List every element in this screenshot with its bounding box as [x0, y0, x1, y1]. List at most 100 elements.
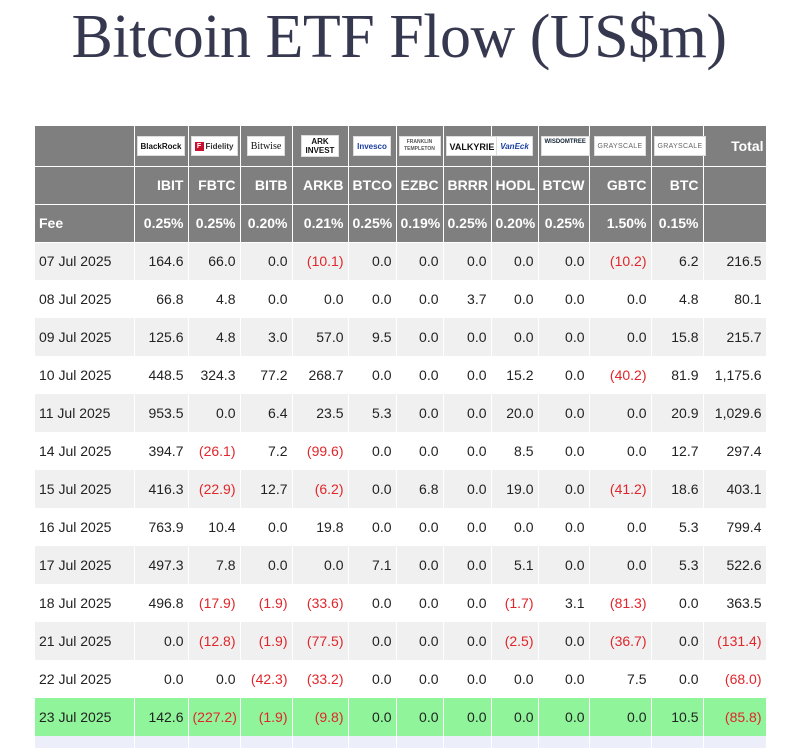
flow-cell: 0.0 — [443, 394, 492, 432]
flow-cell: 0.0 — [651, 584, 704, 622]
flow-cell: 0.0 — [396, 318, 444, 356]
vaneck-logo: VanEck — [496, 135, 533, 156]
fidelity-logo-text: Fidelity — [205, 141, 234, 151]
flow-cell: 0.0 — [443, 622, 492, 660]
flow-cell: 0.0 — [188, 660, 241, 698]
ticker-row: IBIT FBTC BITB ARKB BTCO EZBC BRRR HODL BTCW GBTC… — [35, 166, 767, 205]
flow-cell: 4.8 — [651, 280, 704, 318]
total-cell: 80.1 — [703, 280, 767, 318]
flow-cell: 416.3 — [134, 470, 189, 508]
partial-cell — [491, 736, 539, 748]
flow-cell: 0.0 — [396, 508, 444, 546]
table-row: 07 Jul 2025 164.6 66.0 0.0 (10.1) 0.0 0.0 0.0 0.… — [35, 242, 767, 280]
total-cell: 403.1 — [703, 470, 767, 508]
flow-cell: 0.0 — [443, 470, 492, 508]
flow-cell: 0.0 — [491, 318, 539, 356]
table-row: 14 Jul 2025 394.7 (26.1) 7.2 (99.6) 0.0 0.0 0.0… — [35, 432, 767, 470]
flow-cell: (33.2) — [292, 660, 349, 698]
flow-cell: 0.0 — [188, 394, 241, 432]
flow-cell: 0.0 — [348, 698, 397, 736]
flow-cell: 0.0 — [589, 280, 652, 318]
flow-cell: 0.0 — [396, 622, 444, 660]
flow-cell: (17.9) — [188, 584, 241, 622]
flow-cell: 0.0 — [538, 622, 590, 660]
flow-cell: 23.5 — [292, 394, 349, 432]
flow-cell: 9.5 — [348, 318, 397, 356]
total-cell: 522.6 — [703, 546, 767, 584]
ticker-header: BTCW — [538, 166, 590, 205]
flow-cell: 0.0 — [538, 470, 590, 508]
flow-cell: 0.0 — [538, 242, 590, 280]
total-cell: 215.7 — [703, 318, 767, 356]
partial-cell — [35, 736, 135, 748]
flow-cell: 6.4 — [240, 394, 293, 432]
flow-cell: (42.3) — [240, 660, 293, 698]
flow-rows: 07 Jul 2025 164.6 66.0 0.0 (10.1) 0.0 0.0 0.0 0.… — [35, 242, 767, 748]
flow-cell: 5.1 — [491, 546, 539, 584]
partial-cell — [240, 736, 293, 748]
date-cell: 08 Jul 2025 — [35, 280, 135, 318]
date-cell: 07 Jul 2025 — [35, 242, 135, 280]
flow-cell: (33.6) — [292, 584, 349, 622]
flow-cell: 0.0 — [491, 698, 539, 736]
flow-cell: 66.8 — [134, 280, 189, 318]
flow-cell: 5.3 — [348, 394, 397, 432]
table-row: 17 Jul 2025 497.3 7.8 0.0 0.0 7.1 0.0 0.0 5.1 0.0… — [35, 546, 767, 584]
date-cell: 16 Jul 2025 — [35, 508, 135, 546]
flow-cell: 6.2 — [651, 242, 704, 280]
flow-cell: 0.0 — [134, 660, 189, 698]
flow-cell: 12.7 — [240, 470, 293, 508]
fee-cell: 0.20% — [491, 204, 539, 243]
table-row: 18 Jul 2025 496.8 (17.9) (1.9) (33.6) 0.0 0.0 0… — [35, 584, 767, 622]
date-cell: 21 Jul 2025 — [35, 622, 135, 660]
table-row: 09 Jul 2025 125.6 4.8 3.0 57.0 9.5 0.0 0.0 0.0 0.… — [35, 318, 767, 356]
flow-cell: 324.3 — [188, 356, 241, 394]
partial-cell — [348, 736, 397, 748]
flow-cell: 0.0 — [134, 622, 189, 660]
ticker-header: FBTC — [188, 166, 241, 205]
total-cell: (68.0) — [703, 660, 767, 698]
total-cell: 1,175.6 — [703, 356, 767, 394]
flow-cell: 448.5 — [134, 356, 189, 394]
flow-cell: 0.0 — [538, 280, 590, 318]
flow-cell: 3.1 — [538, 584, 590, 622]
flow-cell: 0.0 — [589, 394, 652, 432]
flow-cell: 4.8 — [188, 280, 241, 318]
flow-cell: 0.0 — [240, 280, 293, 318]
fee-cell: 0.20% — [240, 204, 293, 243]
flow-cell: 394.7 — [134, 432, 189, 470]
grayscale-mini-logo: GRAYSCALE — [653, 135, 707, 156]
flow-cell: 77.2 — [240, 356, 293, 394]
flow-cell: 0.0 — [491, 660, 539, 698]
ticker-header: EZBC — [396, 166, 444, 205]
fee-cell: 0.25% — [348, 204, 397, 243]
flow-cell: 0.0 — [348, 508, 397, 546]
partial-cell — [703, 736, 767, 748]
flow-cell: (1.9) — [240, 698, 293, 736]
table-row: 11 Jul 2025 953.5 0.0 6.4 23.5 5.3 0.0 0.0 20.0 0… — [35, 394, 767, 432]
flow-cell: 268.7 — [292, 356, 349, 394]
flow-cell: 763.9 — [134, 508, 189, 546]
flow-cell: 0.0 — [396, 394, 444, 432]
fee-cell: 0.25% — [188, 204, 241, 243]
franklin-templeton-logo: FRANKLIN TEMPLETON — [398, 135, 441, 156]
flow-cell: 0.0 — [240, 242, 293, 280]
ticker-header: BTCO — [348, 166, 397, 205]
flow-cell: 0.0 — [651, 660, 704, 698]
flow-cell: 10.4 — [188, 508, 241, 546]
flow-cell: (41.2) — [589, 470, 652, 508]
flow-cell: 12.7 — [651, 432, 704, 470]
flow-cell: 0.0 — [240, 546, 293, 584]
flow-cell: 15.2 — [491, 356, 539, 394]
logo-row: BlackRock F Fidelity Bitwise ARK INVEST I… — [35, 126, 767, 167]
table-row: 22 Jul 2025 0.0 0.0 (42.3) (33.2) 0.0 0.0 0.0 0.… — [35, 660, 767, 698]
total-cell: 1,029.6 — [703, 394, 767, 432]
partial-cell — [651, 736, 704, 748]
fidelity-logo: F Fidelity — [190, 135, 238, 156]
fee-cell: 0.21% — [292, 204, 349, 243]
date-cell: 18 Jul 2025 — [35, 584, 135, 622]
flow-cell: 0.0 — [538, 318, 590, 356]
flow-cell: 0.0 — [538, 356, 590, 394]
flow-cell: 0.0 — [396, 356, 444, 394]
logo-cell-blackrock: BlackRock — [134, 126, 189, 167]
